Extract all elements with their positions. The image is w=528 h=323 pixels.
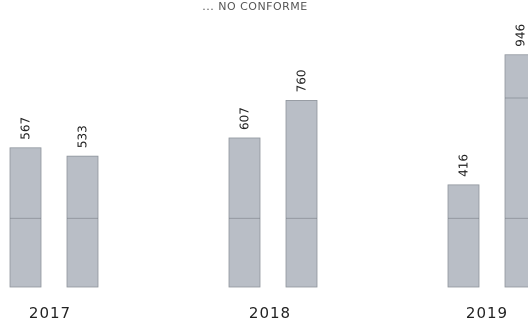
value-label-2018-s1: 607 [238, 107, 252, 130]
value-label-2019-s2: 946 [514, 24, 528, 47]
bars-layer [9, 54, 528, 288]
chart-title: ... NO CONFORME [202, 0, 308, 13]
bar-2018-s2 [285, 100, 318, 288]
value-label-2017-s2: 533 [76, 125, 90, 148]
bar-2019-s1 [447, 184, 480, 288]
category-labels-layer: 2017 2018 2019 [29, 304, 508, 322]
value-label-2017-s1: 567 [19, 117, 33, 140]
value-label-2018-s2: 760 [295, 70, 309, 93]
bar-2019-s2 [504, 54, 528, 288]
bar-2017-s2 [66, 155, 99, 288]
bar-2018-s1 [228, 137, 261, 288]
category-label-2018: 2018 [249, 304, 291, 322]
bar-2017-s1 [9, 147, 42, 288]
value-label-2019-s1: 416 [457, 154, 471, 177]
category-label-2017: 2017 [29, 304, 71, 322]
value-labels-layer: 567 533 607 760 416 946 [19, 24, 528, 177]
category-label-2019: 2019 [466, 304, 508, 322]
